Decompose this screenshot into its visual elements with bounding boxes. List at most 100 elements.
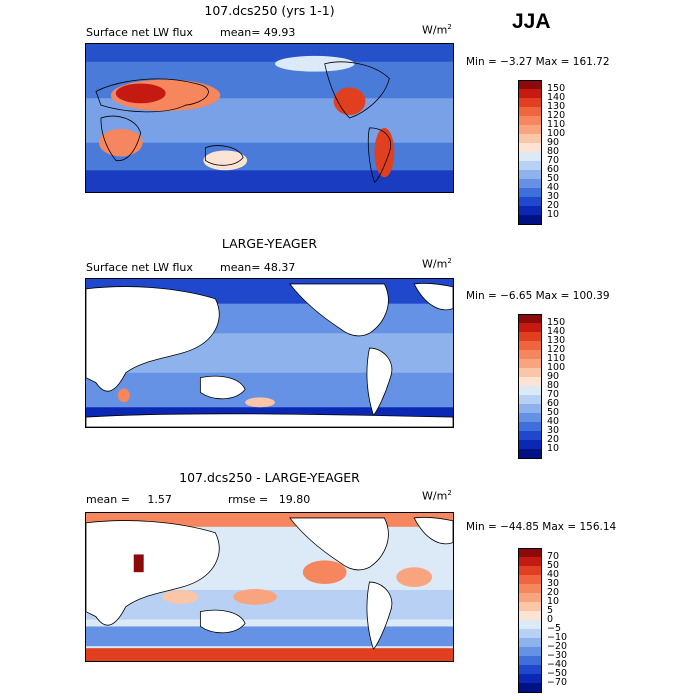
colorbar-swatch: [518, 584, 542, 594]
colorbar-tick-label: 50: [547, 173, 560, 184]
colorbar-tick-label: 60: [547, 164, 560, 175]
panel-2-colorbar: 150 140 130 120 110 100 90 80 70 60 50 40 30 20 10: [518, 314, 565, 459]
colorbar-swatch: [518, 674, 542, 684]
colorbar-tick-label: 70: [547, 551, 560, 562]
colorbar-swatch: [518, 404, 542, 414]
colorbar-swatch: [518, 548, 542, 558]
panel-3-mean-label: mean = 1.57: [86, 493, 172, 506]
colorbar-swatch: [518, 377, 542, 387]
colorbar-tick-label: 40: [547, 182, 560, 193]
colorbar-swatch: [518, 197, 542, 207]
colorbar-swatch: [518, 161, 542, 171]
colorbar-tick-label: 40: [547, 569, 560, 580]
panel-3-title: 107.dcs250 - LARGE-YEAGER: [179, 470, 360, 485]
colorbar-swatch: [518, 611, 542, 621]
colorbar-swatch: [518, 323, 542, 333]
colorbar-swatch: [518, 395, 542, 405]
colorbar-tick-label: 0: [547, 614, 554, 625]
panel-1-minmax: Min = −3.27 Max = 161.72: [466, 56, 610, 68]
colorbar-tick-label: 20: [547, 587, 560, 598]
colorbar-tick-label: 80: [547, 380, 560, 391]
colorbar-tick-label: −30: [547, 650, 568, 661]
panel-1-map: [85, 43, 454, 193]
colorbar-tick-label: −10: [547, 632, 568, 643]
panel-1-title: 107.dcs250 (yrs 1-1): [204, 3, 335, 18]
colorbar-tick-label: 5: [547, 605, 554, 616]
panel-3-rmse-label: rmse = 19.80: [228, 493, 311, 506]
colorbar-tick-label: 30: [547, 578, 560, 589]
colorbar-swatch: [518, 647, 542, 657]
colorbar-swatch: [518, 80, 542, 90]
colorbar-swatch: [518, 215, 542, 225]
colorbar-swatch: [518, 314, 542, 324]
panel-1-units: W/m2: [422, 23, 452, 37]
panel-2-variable-label: Surface net LW flux: [86, 261, 193, 274]
colorbar-swatch: [518, 359, 542, 369]
panel-1-colorbar: 150 140 130 120 110 100 90 80 70 60 50 40 30 20 10: [518, 80, 565, 225]
colorbar-swatch: [518, 620, 542, 630]
colorbar-swatch: [518, 449, 542, 459]
colorbar-swatch: [518, 125, 542, 135]
colorbar-tick-label: 20: [547, 434, 560, 445]
colorbar-tick-label: 80: [547, 146, 560, 157]
colorbar-swatch: [518, 593, 542, 603]
colorbar-tick-label: 130: [547, 101, 566, 112]
colorbar-tick-label: 70: [547, 389, 560, 400]
colorbar-swatch: [518, 332, 542, 342]
colorbar-tick-label: 30: [547, 425, 560, 436]
colorbar-swatch: [518, 386, 542, 396]
colorbar-tick-label: 140: [547, 326, 566, 337]
panel-3-map: [85, 512, 454, 662]
colorbar-swatch: [518, 431, 542, 441]
colorbar-tick-label: 100: [547, 128, 566, 139]
colorbar-swatch: [518, 638, 542, 648]
panel-2-units: W/m2: [422, 257, 452, 271]
panel-1-variable-label: Surface net LW flux: [86, 26, 193, 39]
colorbar-tick-label: 110: [547, 119, 566, 130]
colorbar-tick-label: 60: [547, 398, 560, 409]
colorbar-swatch: [518, 152, 542, 162]
colorbar-tick-label: 100: [547, 362, 566, 373]
panel-2-map: [85, 278, 454, 428]
colorbar-tick-label: 30: [547, 191, 560, 202]
colorbar-tick-label: −40: [547, 659, 568, 670]
colorbar-swatch: [518, 422, 542, 432]
colorbar-swatch: [518, 107, 542, 117]
colorbar-tick-label: 120: [547, 110, 566, 121]
colorbar-tick-label: −70: [547, 677, 568, 688]
colorbar-tick-label: 90: [547, 137, 560, 148]
colorbar-tick-label: 150: [547, 317, 566, 328]
colorbar-tick-label: 50: [547, 560, 560, 571]
colorbar-tick-label: 50: [547, 407, 560, 418]
colorbar-swatch: [518, 656, 542, 666]
colorbar-swatch: [518, 665, 542, 675]
colorbar-swatch: [518, 206, 542, 216]
colorbar-tick-label: 110: [547, 353, 566, 364]
colorbar-tick-label: 120: [547, 344, 566, 355]
colorbar-swatch: [518, 350, 542, 360]
colorbar-swatch: [518, 89, 542, 99]
colorbar-swatch: [518, 629, 542, 639]
colorbar-tick-label: 70: [547, 155, 560, 166]
colorbar-swatch: [518, 575, 542, 585]
colorbar-swatch: [518, 179, 542, 189]
colorbar-tick-label: 10: [547, 443, 560, 454]
colorbar-swatch: [518, 98, 542, 108]
colorbar-tick-label: 10: [547, 596, 560, 607]
panel-2-minmax: Min = −6.65 Max = 100.39: [466, 290, 610, 302]
season-label: JJA: [512, 10, 551, 33]
colorbar-swatch: [518, 341, 542, 351]
colorbar-swatch: [518, 440, 542, 450]
colorbar-swatch: [518, 368, 542, 378]
colorbar-tick-label: −50: [547, 668, 568, 679]
panel-1-mean-label: mean= 49.93: [220, 26, 296, 39]
colorbar-swatch: [518, 566, 542, 576]
colorbar-tick-label: 90: [547, 371, 560, 382]
colorbar-swatch: [518, 602, 542, 612]
colorbar-swatch: [518, 170, 542, 180]
colorbar-tick-label: 150: [547, 83, 566, 94]
colorbar-tick-label: 130: [547, 335, 566, 346]
panel-2-mean-label: mean= 48.37: [220, 261, 296, 274]
colorbar-tick-label: 40: [547, 416, 560, 427]
colorbar-tick-label: −5: [547, 623, 562, 634]
